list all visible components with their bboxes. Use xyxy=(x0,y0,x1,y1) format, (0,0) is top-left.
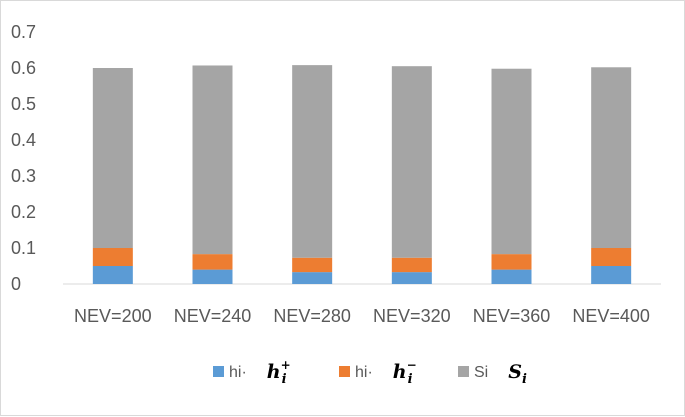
legend-math-label: h+ i xyxy=(267,358,291,387)
y-axis-ticks: 0 0.1 0.2 0.3 0.4 0.5 0.6 0.7 xyxy=(11,22,36,294)
x-tick-label: NEV=240 xyxy=(174,306,252,326)
legend-label: hi· xyxy=(229,364,247,381)
bar-segment-1-nev-280 xyxy=(292,272,333,284)
y-tick-label: 0.4 xyxy=(11,130,36,150)
bar-segment-2-nev-240 xyxy=(192,254,233,270)
bars-group xyxy=(92,65,632,284)
bar-segment-3-nev-360 xyxy=(491,68,532,255)
legend-swatch xyxy=(458,366,469,377)
y-tick-label: 0 xyxy=(11,274,21,294)
bar-segment-1-nev-360 xyxy=(491,269,532,284)
legend-math-label: h− i xyxy=(393,358,417,387)
bar-segment-2-nev-360 xyxy=(491,254,532,270)
y-tick-label: 0.3 xyxy=(11,166,36,186)
bar-segment-2-nev-400 xyxy=(591,248,632,266)
x-tick-label: NEV=280 xyxy=(273,306,351,326)
x-tick-label: NEV=200 xyxy=(74,306,152,326)
y-tick-label: 0.2 xyxy=(11,202,36,222)
bar-segment-2-nev-280 xyxy=(292,257,333,273)
x-tick-label: NEV=400 xyxy=(572,306,650,326)
x-tick-label: NEV=360 xyxy=(473,306,551,326)
x-axis-ticks: NEV=200 NEV=240 NEV=280 NEV=320 NEV=360 NEV=4… xyxy=(74,306,650,326)
bar-segment-2-nev-320 xyxy=(391,257,432,273)
y-tick-label: 0.5 xyxy=(11,94,36,114)
legend-math-label: Si xyxy=(508,361,527,387)
bar-segment-3-nev-240 xyxy=(192,65,233,255)
legend-label: hi· xyxy=(355,364,373,381)
legend-swatch xyxy=(339,366,350,377)
bar-segment-1-nev-400 xyxy=(591,266,632,284)
y-tick-label: 0.1 xyxy=(11,238,36,258)
bar-segment-3-nev-280 xyxy=(292,65,333,258)
bar-segment-1-nev-240 xyxy=(192,269,233,284)
bar-segment-3-nev-400 xyxy=(591,67,632,248)
bar-segment-1-nev-320 xyxy=(391,272,432,284)
legend-label: Si xyxy=(474,364,488,381)
legend-swatch xyxy=(213,366,224,377)
legend: hi· h+ i hi· h− i Si Si xyxy=(213,358,527,387)
y-tick-label: 0.7 xyxy=(11,22,36,42)
y-tick-label: 0.6 xyxy=(11,58,36,78)
bar-segment-3-nev-200 xyxy=(92,68,133,248)
bar-segment-2-nev-200 xyxy=(92,248,133,266)
bar-segment-3-nev-320 xyxy=(391,66,432,258)
bar-segment-1-nev-200 xyxy=(92,266,133,284)
x-tick-label: NEV=320 xyxy=(373,306,451,326)
